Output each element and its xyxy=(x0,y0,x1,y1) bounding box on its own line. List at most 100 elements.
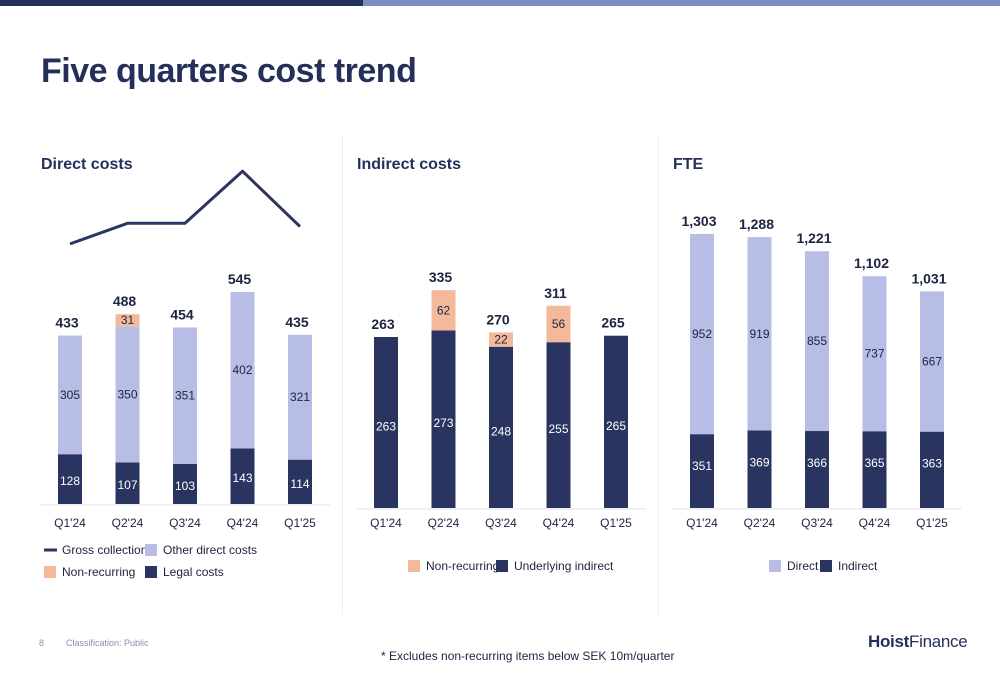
direct-legend-label: Gross collections xyxy=(62,543,153,557)
indirect-total-label: 265 xyxy=(601,315,625,331)
direct-legend-swatch xyxy=(145,544,157,556)
direct-segment-label: 402 xyxy=(232,363,252,377)
direct-segment-label: 321 xyxy=(290,390,310,404)
direct-total-label: 433 xyxy=(55,315,79,331)
fte-total-label: 1,031 xyxy=(911,270,946,286)
indirect-bar-underlying-indirect xyxy=(604,335,628,508)
indirect-legend-label: Underlying indirect xyxy=(514,559,614,573)
company-logo: HoistFinance xyxy=(868,632,968,652)
fte-category-label: Q1'25 xyxy=(916,516,948,530)
indirect-segment-label: 263 xyxy=(376,419,396,433)
direct-legend-label: Legal costs xyxy=(163,565,224,579)
fte-category-label: Q3'24 xyxy=(801,516,833,530)
indirect-category-label: Q2'24 xyxy=(428,516,460,530)
top-accent-bar-light xyxy=(363,0,1000,6)
indirect-legend-swatch xyxy=(496,560,508,572)
direct-legend-label: Other direct costs xyxy=(163,543,257,557)
direct-legend-swatch xyxy=(44,566,56,578)
fte-segment-label: 363 xyxy=(922,457,942,471)
fte-segment-label: 667 xyxy=(922,355,942,369)
direct-bar-legal-costs xyxy=(58,454,82,504)
direct-segment-label: 351 xyxy=(175,389,195,403)
direct-bar-other-direct-costs xyxy=(230,292,255,449)
fte-segment-label: 952 xyxy=(692,327,712,341)
direct-bar-legal-costs xyxy=(288,459,312,504)
indirect-bar-underlying-indirect xyxy=(546,342,571,508)
direct-category-label: Q4'24 xyxy=(227,516,259,530)
direct-category-label: Q3'24 xyxy=(169,516,201,530)
direct-total-label: 454 xyxy=(170,306,194,322)
fte-bar-direct xyxy=(805,251,829,432)
fte-bar-indirect xyxy=(805,431,829,508)
direct-legend-label: Non-recurring xyxy=(62,565,135,579)
indirect-segment-label: 273 xyxy=(433,416,453,430)
direct-segment-label: 305 xyxy=(60,388,80,402)
fte-bar-direct xyxy=(920,291,944,432)
indirect-legend-swatch xyxy=(408,560,420,572)
top-accent-bar-dark xyxy=(0,0,363,6)
indirect-category-label: Q4'24 xyxy=(543,516,575,530)
fte-bar-direct xyxy=(690,233,714,435)
fte-category-label: Q2'24 xyxy=(744,516,776,530)
direct-segment-label: 114 xyxy=(290,477,309,491)
fte-bar-indirect xyxy=(920,431,944,508)
indirect-legend-label: Non-recurring xyxy=(426,559,499,573)
indirect-bar-underlying-indirect xyxy=(374,336,398,508)
indirect-bar-non-recurring xyxy=(431,290,456,331)
direct-bar-other-direct-costs xyxy=(288,334,312,460)
fte-segment-label: 365 xyxy=(864,456,884,470)
fte-category-label: Q4'24 xyxy=(859,516,891,530)
logo-text-finance: Finance xyxy=(909,632,968,651)
direct-total-label: 545 xyxy=(228,271,252,287)
direct-bar-other-direct-costs xyxy=(58,335,82,455)
direct-category-label: Q1'24 xyxy=(54,516,86,530)
fte-total-label: 1,221 xyxy=(796,230,831,246)
footnote: * Excludes non-recurring items below SEK… xyxy=(381,649,675,663)
indirect-total-label: 263 xyxy=(371,316,395,332)
direct-legend-swatch xyxy=(145,566,157,578)
indirect-category-label: Q3'24 xyxy=(485,516,517,530)
indirect-total-label: 270 xyxy=(486,311,510,327)
direct-total-label: 488 xyxy=(113,293,137,309)
direct-segment-label: 31 xyxy=(121,313,135,327)
section-divider xyxy=(342,136,343,614)
direct-category-label: Q1'25 xyxy=(284,516,316,530)
indirect-category-label: Q1'24 xyxy=(370,516,402,530)
fte-segment-label: 855 xyxy=(807,334,827,348)
fte-segment-label: 919 xyxy=(749,327,769,341)
direct-segment-label: 143 xyxy=(232,471,252,485)
indirect-total-label: 311 xyxy=(544,285,567,301)
section-divider xyxy=(658,136,659,614)
fte-segment-label: 369 xyxy=(749,455,769,469)
direct-segment-label: 128 xyxy=(60,474,80,488)
fte-legend-label: Direct xyxy=(787,559,819,573)
fte-total-label: 1,303 xyxy=(681,213,716,229)
indirect-bar-non-recurring xyxy=(546,305,571,343)
fte-total-label: 1,288 xyxy=(739,216,774,232)
indirect-segment-label: 255 xyxy=(548,422,568,436)
fte-segment-label: 366 xyxy=(807,456,827,470)
fte-category-label: Q1'24 xyxy=(686,516,718,530)
classification-label: Classification: Public xyxy=(66,638,149,648)
indirect-category-label: Q1'25 xyxy=(600,516,632,530)
indirect-bar-underlying-indirect xyxy=(431,330,456,508)
direct-segment-label: 103 xyxy=(175,479,195,493)
fte-title: FTE xyxy=(673,156,704,173)
fte-segment-label: 737 xyxy=(864,347,884,361)
direct-bar-legal-costs xyxy=(230,448,255,504)
fte-legend-swatch xyxy=(769,560,781,572)
page-title: Five quarters cost trend xyxy=(41,52,417,90)
fte-bar-indirect xyxy=(862,431,887,508)
fte-bar-direct xyxy=(747,237,772,431)
direct-bar-non-recurring xyxy=(115,314,140,327)
indirect-segment-label: 56 xyxy=(552,317,566,331)
direct-bar-legal-costs xyxy=(115,462,140,504)
fte-bar-indirect xyxy=(747,430,772,508)
indirect-bar-non-recurring xyxy=(489,332,513,347)
indirect-segment-label: 22 xyxy=(494,333,508,347)
gross-collections-line xyxy=(69,169,302,246)
direct-category-label: Q2'24 xyxy=(112,516,144,530)
direct-bar-other-direct-costs xyxy=(115,326,140,463)
direct-bar-legal-costs xyxy=(173,463,197,504)
